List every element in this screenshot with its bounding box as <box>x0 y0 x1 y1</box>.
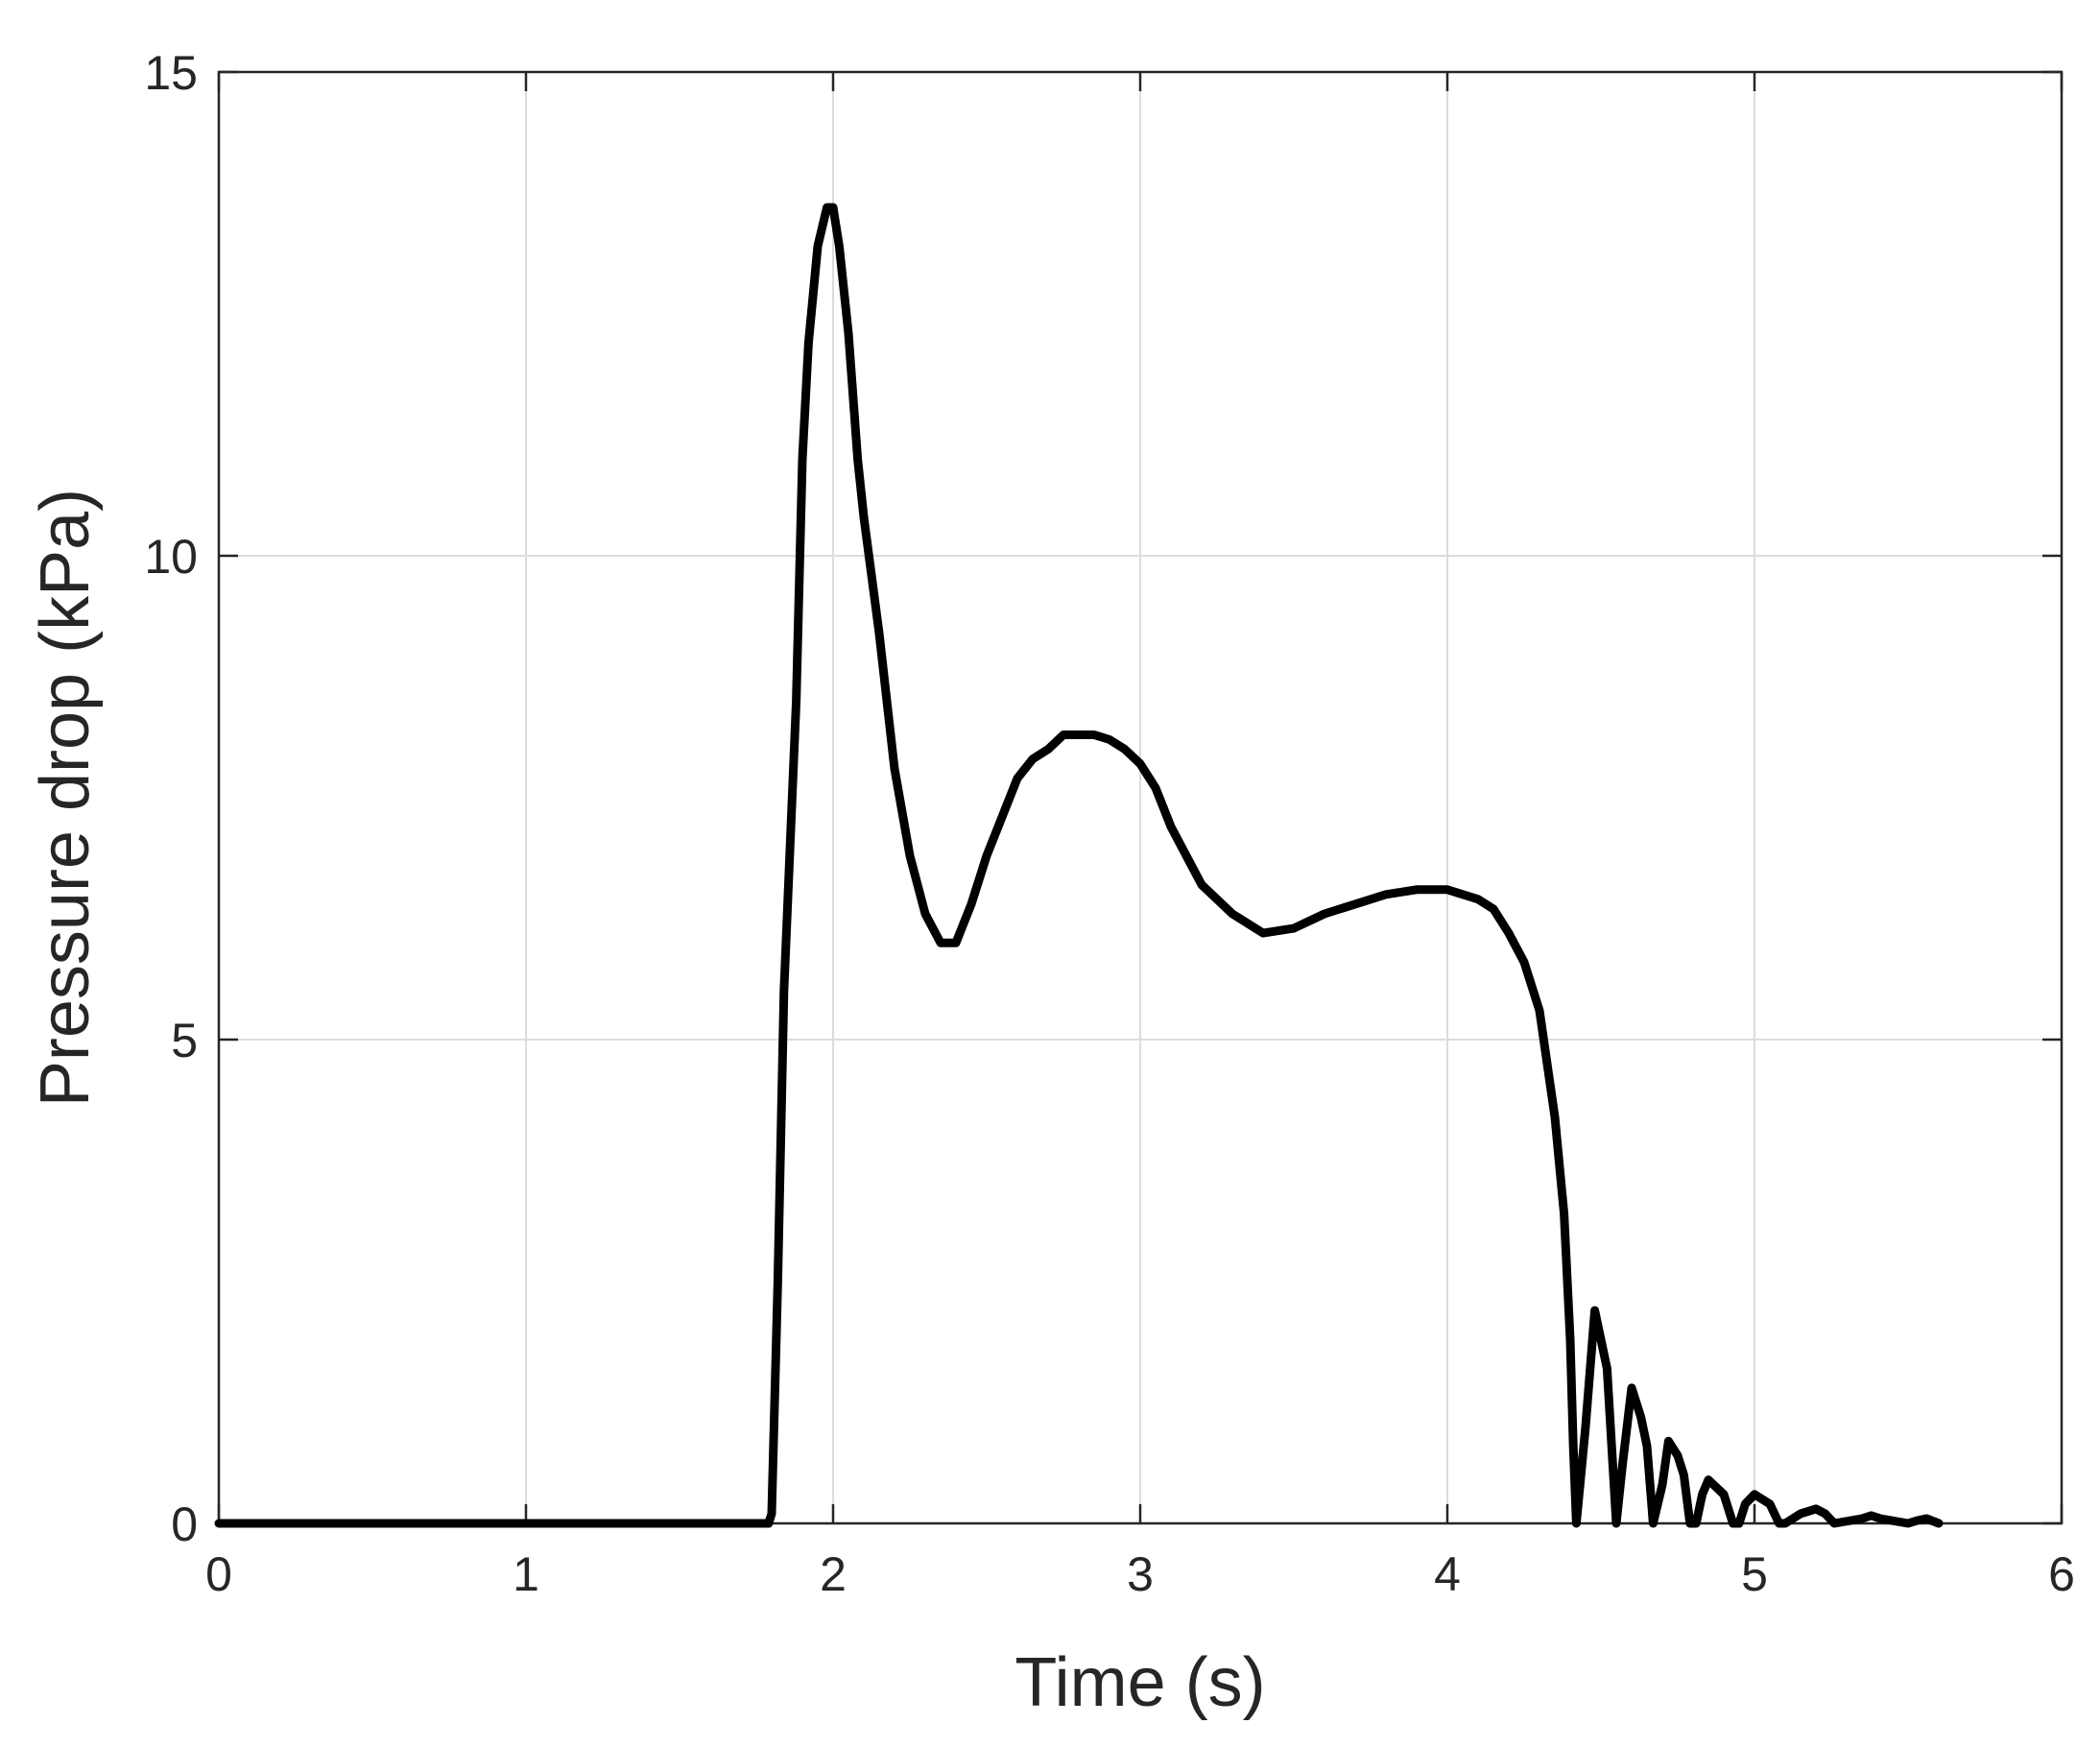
y-tick-label: 0 <box>171 1497 198 1551</box>
grid-lines <box>219 72 2062 1523</box>
x-axis-label: Time (s) <box>1014 1644 1265 1721</box>
x-tick-label: 1 <box>513 1547 539 1601</box>
x-tick-label: 5 <box>1741 1547 1768 1601</box>
y-tick-label: 5 <box>171 1014 198 1067</box>
x-tick-label: 6 <box>2048 1547 2075 1601</box>
series-layer <box>214 203 1944 1528</box>
x-tick-label: 4 <box>1434 1547 1461 1601</box>
x-tick-label: 3 <box>1127 1547 1154 1601</box>
y-tick-labels: 0 5 10 15 <box>144 46 198 1551</box>
y-tick-label: 15 <box>144 46 198 100</box>
x-tick-label: 0 <box>205 1547 232 1601</box>
pressure-drop-line <box>214 203 1944 1528</box>
x-tick-labels: 0 1 2 3 4 5 6 <box>205 1547 2075 1601</box>
x-tick-label: 2 <box>820 1547 847 1601</box>
y-axis-label: Pressure drop (kPa) <box>27 489 104 1107</box>
y-tick-label: 10 <box>144 530 198 584</box>
